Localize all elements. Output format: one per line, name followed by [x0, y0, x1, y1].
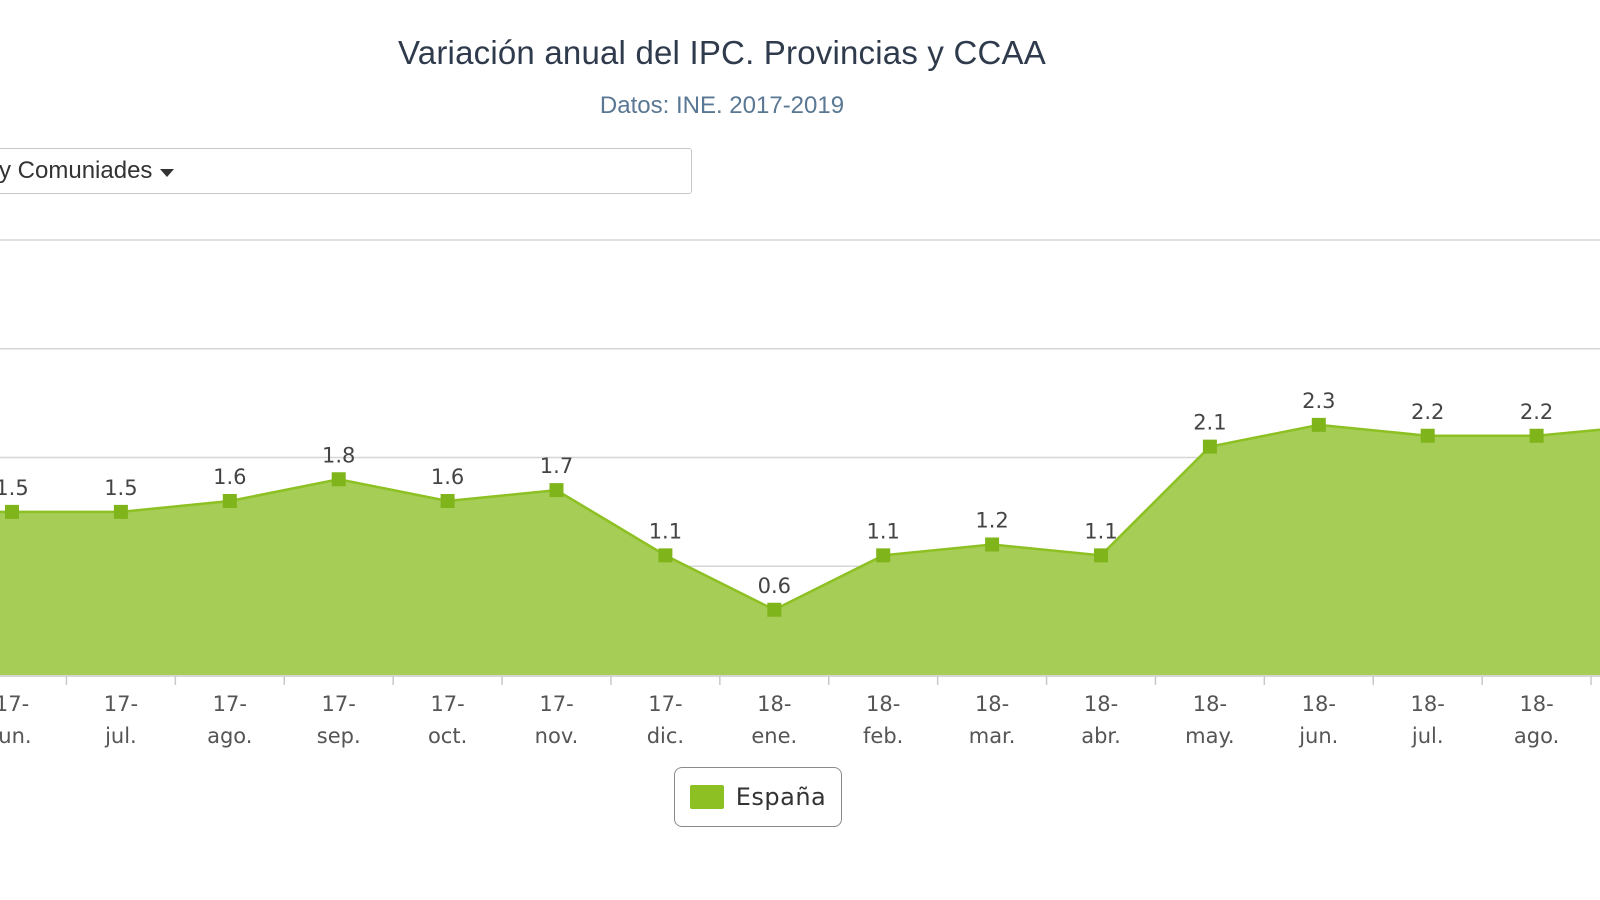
x-tick-label-month: jun. [1298, 724, 1338, 748]
x-tick-label-year: 17- [648, 692, 682, 716]
data-label: 1.5 [104, 476, 137, 500]
data-label: 1.1 [649, 519, 682, 543]
legend-swatch [689, 785, 724, 809]
x-tick-label-month: feb. [863, 724, 903, 748]
x-tick-label-month: ago. [207, 724, 252, 748]
x-tick-label-year: 17- [213, 692, 247, 716]
data-label: 0.6 [758, 574, 791, 598]
x-tick-label-month: abr. [1081, 724, 1121, 748]
region-selector-dropdown[interactable]: y Comuniades [0, 148, 692, 194]
x-tick-label-month: sep. [317, 724, 361, 748]
x-tick-label-month: ene. [751, 724, 797, 748]
x-tick-label-month: may. [1185, 724, 1234, 748]
chart-subtitle: Datos: INE. 2017-2019 [599, 92, 845, 119]
region-selector-label: y Comuniades [0, 157, 153, 184]
x-tick-label-month: ago. [1514, 724, 1559, 748]
legend-item-espana[interactable]: España [674, 767, 842, 827]
data-point-marker [1311, 417, 1326, 432]
x-tick-label-year: 18- [1411, 692, 1445, 716]
x-tick-label-year: 17- [104, 692, 138, 716]
x-tick-label-year: 18- [1302, 692, 1336, 716]
data-point-marker [767, 602, 782, 617]
x-tick-label-year: 17- [322, 692, 356, 716]
data-label: 2.1 [1193, 411, 1226, 435]
x-tick-label-month: mar. [969, 724, 1016, 748]
data-label: 1.8 [322, 443, 355, 467]
legend-label: España [735, 783, 827, 811]
data-point-marker [222, 494, 237, 508]
data-point-marker [1420, 428, 1435, 443]
caret-down-icon [160, 168, 175, 177]
data-point-marker [5, 504, 19, 519]
x-tick-label-year: 17- [539, 692, 573, 716]
x-tick-label-year: 18- [757, 692, 791, 716]
x-tick-label-month: dic. [647, 724, 684, 748]
x-tick-label-year: 18- [866, 692, 900, 716]
data-label: 1.2 [975, 509, 1008, 533]
data-point-marker [113, 504, 128, 519]
data-point-marker [1529, 428, 1544, 443]
data-label: 2.2 [1411, 400, 1444, 424]
x-tick-label-month: jun. [0, 724, 32, 748]
data-label: 1.6 [213, 465, 246, 489]
data-label: 2.2 [1520, 400, 1553, 424]
chart-title: Variación anual del IPC. Provincias y CC… [398, 34, 1046, 71]
data-label: 1.1 [1084, 519, 1117, 543]
data-point-marker [985, 537, 1000, 552]
data-label: 1.6 [431, 465, 464, 489]
x-tick-label-year: 18- [1519, 692, 1553, 716]
x-tick-label-month: jul. [104, 724, 137, 748]
data-label: 1.7 [540, 454, 573, 478]
data-point-marker [658, 548, 673, 563]
x-tick-label-year: 18- [975, 692, 1009, 716]
data-point-marker [331, 472, 346, 487]
x-tick-label-month: oct. [428, 724, 467, 748]
x-tick-label-year: 18- [1193, 692, 1227, 716]
data-label: 1.1 [866, 519, 899, 543]
x-tick-label-year: 18- [1084, 692, 1118, 716]
series-area-espana [0, 424, 1600, 675]
x-tick-label-month: jul. [1411, 724, 1444, 748]
x-tick-label-month: nov. [535, 724, 579, 748]
data-point-marker [876, 548, 891, 563]
data-label: 2.3 [1302, 389, 1335, 413]
data-point-marker [1094, 548, 1108, 563]
data-point-marker [549, 483, 564, 498]
data-point-marker [1202, 439, 1217, 454]
x-tick-label-year: 17- [430, 692, 464, 716]
data-label: 1.5 [0, 476, 29, 500]
x-tick-label-year: 17- [0, 692, 29, 716]
data-point-marker [440, 494, 455, 508]
